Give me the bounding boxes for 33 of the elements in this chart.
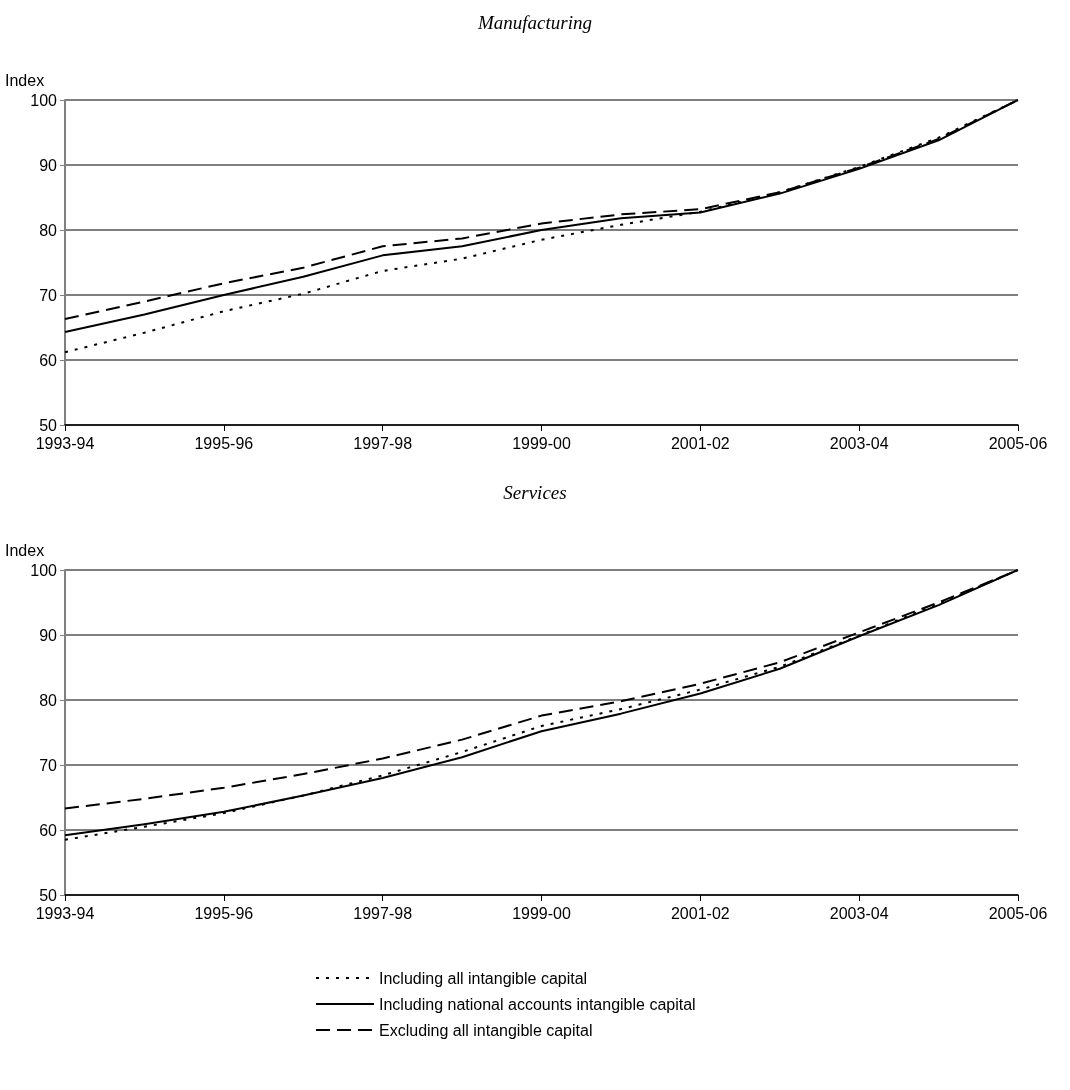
x-tick-label: 1997-98 [353,904,413,922]
chart-title: Services [503,482,567,503]
y-tick-label: 60 [39,351,58,369]
x-tick-label: 1999-00 [512,904,571,922]
legend-label: Excluding all intangible capital [379,1021,593,1039]
x-tick-label: 1999-00 [512,434,571,452]
chart-title: Manufacturing [477,12,592,33]
x-tick-label: 2005-06 [988,904,1048,922]
y-tick-label: 50 [39,416,58,434]
x-tick-label: 2001-02 [670,434,730,452]
y-axis-title: Index [5,71,45,89]
y-tick-label: 70 [39,286,58,304]
y-axis-title: Index [5,541,45,559]
x-tick-label: 2003-04 [829,904,889,922]
x-tick-label: 1993-94 [35,434,95,452]
legend-label: Including national accounts intangible capital [379,995,696,1013]
y-tick-label: 80 [39,221,58,239]
y-tick-label: 90 [39,626,58,644]
y-tick-label: 70 [39,756,58,774]
legend-label: Including all intangible capital [379,969,588,987]
x-tick-label: 2001-02 [670,904,730,922]
x-tick-label: 1995-96 [194,434,254,452]
y-tick-label: 100 [30,561,58,579]
x-tick-label: 1995-96 [194,904,254,922]
x-tick-label: 2003-04 [829,434,889,452]
y-tick-label: 100 [30,91,58,109]
y-tick-label: 90 [39,156,58,174]
y-tick-label: 60 [39,821,58,839]
x-tick-label: 1997-98 [353,434,413,452]
x-tick-label: 1993-94 [35,904,95,922]
y-tick-label: 80 [39,691,58,709]
x-tick-label: 2005-06 [988,434,1048,452]
y-tick-label: 50 [39,886,58,904]
